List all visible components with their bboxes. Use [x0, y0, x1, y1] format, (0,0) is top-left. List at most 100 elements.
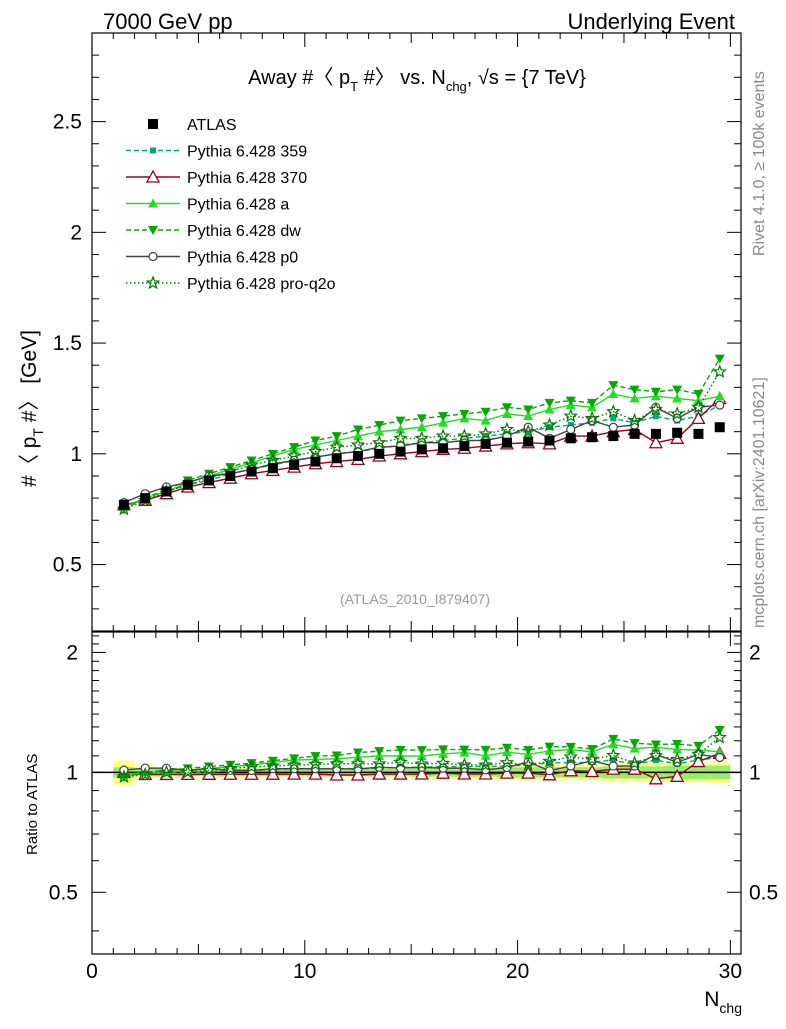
rivet-label: Rivet 4.1.0, ≥ 100k events: [751, 71, 768, 256]
ratio-point: [480, 745, 491, 755]
legend-item: Pythia 6.428 dw: [126, 223, 301, 240]
data-point: [331, 432, 342, 442]
ratio-point: [329, 756, 344, 770]
data-point: [501, 403, 512, 413]
ratio-point: [584, 764, 600, 778]
ratio-axis-ticks: 0 10 20 30 0.5 0.5 1 1 2 2: [49, 632, 778, 983]
ratio-point: [478, 757, 493, 772]
legend-marker: [148, 119, 158, 129]
data-point: [608, 389, 619, 399]
ratio-point: [201, 762, 217, 777]
ratio-point: [308, 766, 323, 780]
xlabel-sub: chg: [719, 1000, 742, 1016]
y-tick-label: 0.5: [53, 554, 82, 577]
data-point: [308, 443, 323, 458]
ratio-point: [523, 746, 534, 756]
header-right: Underlying Event: [567, 9, 735, 34]
data-point: [563, 408, 579, 423]
data-point: [627, 412, 642, 427]
ratio-frame: [91, 631, 742, 955]
ratio-tick-label: 2: [749, 641, 761, 664]
ratio-point: [414, 766, 429, 780]
data-point: [629, 385, 640, 395]
ratio-point: [159, 764, 174, 779]
series-atlas: [118, 422, 725, 510]
ratio-point: [393, 754, 408, 769]
ylabel-pre: #〈 p: [18, 437, 41, 487]
data-point: [606, 404, 621, 418]
data-point: [350, 437, 366, 452]
data-point: [265, 452, 281, 467]
data-point: [714, 354, 725, 364]
data-point: [714, 391, 725, 401]
atlas-point: [438, 443, 449, 454]
data-point: [672, 393, 683, 403]
ratio-point: [457, 757, 472, 772]
ratio-point: [563, 749, 579, 764]
ratio-point: [691, 746, 706, 761]
atlas-point: [331, 453, 342, 464]
data-point: [374, 421, 385, 431]
data-point: [670, 430, 685, 444]
legend-marker: [150, 147, 156, 154]
ratio-point: [501, 743, 512, 753]
data-point: [608, 422, 618, 432]
y-axis-title: #〈 pT #〉 [GeV]: [18, 330, 46, 487]
data-point: [669, 406, 685, 421]
side-label-rivet: Rivet 4.1.0, ≥ 100k events: [751, 71, 768, 256]
atlas-point: [714, 422, 725, 433]
ratio-panel: 0 10 20 30 0.5 0.5 1 1 2 2: [49, 631, 778, 983]
legend-marker: [148, 198, 158, 208]
legend-label: Pythia 6.428 p0: [187, 250, 298, 267]
data-point: [523, 411, 534, 421]
data-point: [435, 428, 451, 443]
data-point: [225, 463, 236, 473]
y-axis-label: #〈 pT #〉 [GeV]: [18, 330, 46, 487]
data-point: [459, 409, 470, 419]
atlas-point: [225, 470, 236, 481]
data-point: [395, 416, 406, 426]
data-point: [372, 435, 387, 449]
ratio-point: [608, 761, 618, 771]
atlas-point: [416, 444, 427, 455]
ylabel-post: #〉 [GeV]: [18, 330, 41, 428]
ratio-axis-label: Ratio to ATLAS: [24, 754, 41, 855]
legend-item: Pythia 6.428 pro-q2o: [126, 275, 336, 293]
ratio-point: [331, 751, 342, 761]
legend-marker: [148, 251, 158, 262]
ratio-point: [691, 754, 706, 768]
atlas-point: [161, 486, 172, 497]
legend-marker: [145, 169, 161, 183]
ratio-point: [544, 742, 555, 752]
ratio-point: [225, 760, 236, 770]
y-tick-label: 2.5: [53, 111, 82, 134]
data-point: [246, 456, 257, 466]
ratio-point: [715, 752, 725, 763]
x-tick-label: 10: [293, 960, 316, 983]
ratio-point: [499, 765, 515, 779]
ratio-tick-label: 1: [749, 761, 761, 784]
ratio-point: [137, 766, 153, 781]
main-axis-ticks: 0.5 1 1.5 2 2.5: [53, 33, 741, 632]
x-tick-label: 30: [719, 960, 742, 983]
ratio-point: [416, 746, 427, 756]
ratio-point: [287, 766, 302, 780]
xlabel-main: N: [704, 988, 719, 1011]
atlas-point: [246, 466, 257, 477]
data-point: [501, 408, 512, 418]
atlas-point: [289, 459, 300, 470]
ratio-point: [712, 729, 727, 744]
data-point: [520, 424, 536, 438]
atlas-point: [480, 438, 491, 449]
data-point: [478, 426, 493, 441]
side-label-mcplots: mcplots.cern.ch [arXiv:2401.10621]: [751, 377, 768, 628]
title-sub-chg: chg: [446, 79, 467, 94]
ratio-point: [670, 768, 685, 782]
data-point: [648, 435, 663, 449]
atlas-point: [459, 441, 470, 452]
data-point: [416, 422, 427, 432]
ratio-axis-title: Ratio to ATLAS: [24, 754, 41, 855]
ratio-series-pq2o: [116, 729, 727, 784]
atlas-point: [693, 428, 704, 439]
ratio-point: [520, 757, 536, 772]
